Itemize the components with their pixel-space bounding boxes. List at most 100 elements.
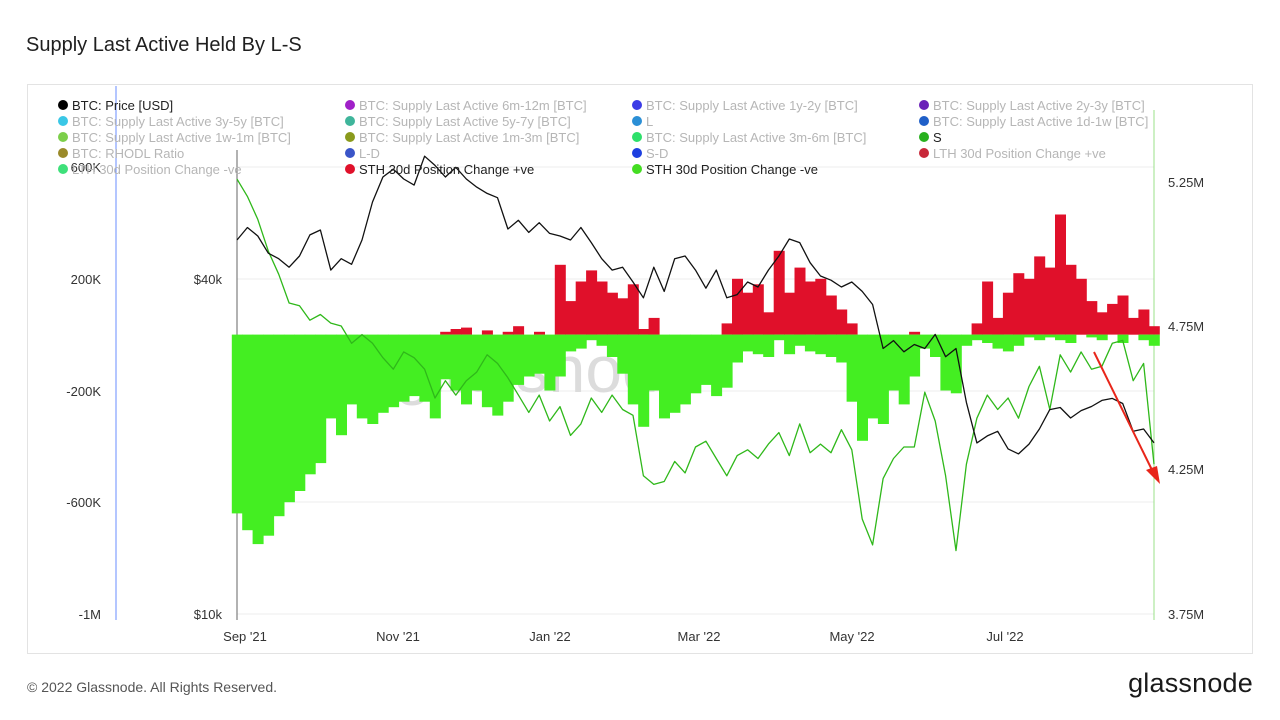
sth-negative-bar [336,334,347,436]
legend-label: BTC: Supply Last Active 1w-1m [BTC] [72,129,291,145]
sth-positive-bar [825,295,837,335]
sth-negative-bar [1096,334,1108,341]
legend-label: BTC: Supply Last Active 1d-1w [BTC] [933,113,1149,129]
x-tick-label: Nov '21 [376,629,420,644]
sth-negative-bar [356,334,368,419]
legend-item[interactable]: L [632,113,919,129]
legend-dot-icon [632,164,642,174]
sth-negative-bar [398,334,410,402]
sth-negative-bar [419,334,431,402]
legend-dot-icon [58,132,68,142]
sth-negative-bar [315,334,327,464]
sth-positive-bar [763,312,775,335]
sth-negative-bar [742,334,754,352]
legend-dot-icon [919,132,929,142]
sth-positive-bar [461,327,472,335]
legend-label: BTC: RHODL Ratio [72,145,185,161]
sth-negative-bar [1055,334,1066,341]
sth-negative-bar [346,334,358,405]
legend-dot-icon [919,148,929,158]
sth-positive-bars [440,214,1160,335]
legend-item[interactable]: S [919,129,1168,145]
legend-item[interactable]: BTC: Supply Last Active 5y-7y [BTC] [345,113,632,129]
sth-negative-bar [627,334,639,405]
sth-negative-bar [471,334,483,391]
legend-item[interactable]: BTC: Supply Last Active 1d-1w [BTC] [919,113,1168,129]
sth-negative-bar [950,334,962,394]
legend-item[interactable]: STH 30d Position Change +ve [345,161,632,177]
sth-negative-bar [586,334,598,341]
legend-item[interactable]: L-D [345,145,632,161]
legend-item[interactable]: BTC: Supply Last Active 1w-1m [BTC] [58,129,345,145]
legend-item[interactable]: LTH 30d Position Change -ve [58,161,345,177]
sth-negative-bar [763,334,775,357]
sth-positive-bar [742,292,754,335]
left-tick-label: -200K [66,384,101,399]
sth-negative-bar [263,334,275,536]
sth-positive-bar [971,323,983,335]
sth-negative-bar [669,334,681,413]
sth-negative-bar [325,334,337,419]
sth-negative-bar [544,334,556,391]
legend-item[interactable]: BTC: Supply Last Active 6m-12m [BTC] [345,97,632,113]
sth-negative-bar [304,334,316,475]
x-axis-ticks: Sep '21 Nov '21 Jan '22 Mar '22 May '22 Jul '… [223,629,1023,644]
sth-negative-bar [606,334,618,357]
legend-dot-icon [632,116,642,126]
sth-negative-bar [867,334,879,419]
sth-positive-bar [1096,312,1108,335]
sth-positive-bar [982,281,994,335]
sth-positive-bar [1044,267,1056,335]
sth-negative-bar [961,334,973,346]
sth-positive-bar [513,326,525,335]
sth-negative-bar [481,334,493,408]
sth-negative-bar [721,334,733,388]
sth-positive-bar [575,281,587,335]
sth-negative-bar [784,334,796,355]
sth-negative-bar [648,334,660,391]
x-tick-label: Sep '21 [223,629,267,644]
legend-item[interactable]: STH 30d Position Change -ve [632,161,919,177]
sth-positive-bar [606,292,618,335]
legend-item[interactable]: S-D [632,145,919,161]
sth-negative-bar [492,334,504,416]
sth-positive-bar [836,309,848,335]
sth-positive-bar [586,270,598,335]
sth-positive-bar [1002,292,1014,335]
sth-negative-bar [794,334,806,346]
x-tick-label: Jul '22 [986,629,1023,644]
x-tick-label: Mar '22 [678,629,721,644]
sth-negative-bar [534,334,545,374]
sth-negative-bar [804,334,816,352]
sth-negative-bar [450,334,462,391]
legend-item[interactable]: BTC: RHODL Ratio [58,145,345,161]
legend-item[interactable]: BTC: Price [USD] [58,97,345,113]
sth-negative-bar [242,334,254,531]
legend-dot-icon [345,132,355,142]
legend-dot-icon [58,164,68,174]
right-axis-ticks: 5.25M 4.75M 4.25M 3.75M [1168,175,1204,622]
legend-item[interactable]: BTC: Supply Last Active 3y-5y [BTC] [58,113,345,129]
sth-negative-bar [1023,334,1035,338]
sth-positive-bar [1138,309,1150,335]
legend-item[interactable]: BTC: Supply Last Active 3m-6m [BTC] [632,129,919,145]
legend-item[interactable]: LTH 30d Position Change +ve [919,145,1168,161]
legend-item[interactable]: BTC: Supply Last Active 1y-2y [BTC] [632,97,919,113]
legend-label: STH 30d Position Change +ve [359,161,535,177]
sth-negative-bar [752,334,764,355]
legend-label: BTC: Supply Last Active 2y-3y [BTC] [933,97,1145,113]
sth-negative-bar [1086,334,1098,338]
legend-dot-icon [58,100,68,110]
legend-item[interactable]: BTC: Supply Last Active 2y-3y [BTC] [919,97,1168,113]
sth-positive-bar [648,317,660,335]
legend-item[interactable]: BTC: Supply Last Active 1m-3m [BTC] [345,129,632,145]
sth-negative-bar [888,334,900,391]
price-tick-label: $10k [194,607,223,622]
legend-label: L-D [359,145,380,161]
sth-negative-bar [429,334,441,419]
legend-dot-icon [345,100,355,110]
s-supply-line [236,178,1155,552]
sth-negative-bar [575,334,587,349]
x-tick-label: May '22 [829,629,874,644]
